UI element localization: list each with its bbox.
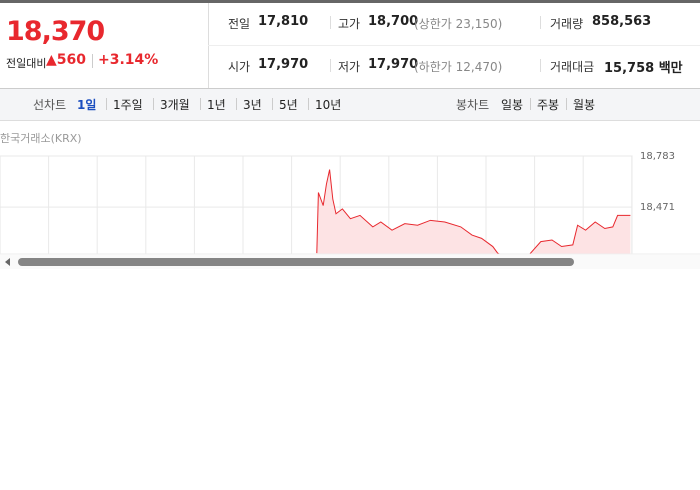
y-tick-label: 18,783 <box>640 151 675 162</box>
change-label: 전일대비 <box>6 57 47 70</box>
tab[interactable]: 3개월 <box>160 98 190 112</box>
stat-label: 고가 <box>338 17 361 31</box>
sep <box>530 98 531 110</box>
tab[interactable]: 5년 <box>279 98 298 112</box>
change-pct: +3.14% <box>98 52 159 68</box>
stat-value: 17,970 <box>368 57 419 72</box>
source: 한국거래소(KRX) <box>0 132 82 145</box>
tab[interactable]: 10년 <box>315 98 342 112</box>
stat-value: 17,810 <box>258 14 309 29</box>
stat-value: 15,758 백만 <box>604 61 683 76</box>
sep <box>308 98 309 110</box>
tab-label: 선차트 <box>33 98 67 112</box>
stat-value: 18,700 <box>368 14 419 29</box>
divider <box>330 16 331 29</box>
scroll-left[interactable] <box>5 258 10 266</box>
y-tick-label: 18,471 <box>640 202 675 213</box>
sep <box>200 98 201 110</box>
divider <box>540 59 541 72</box>
price: 18,370 <box>6 16 105 47</box>
stat-value: 17,970 <box>258 57 309 72</box>
tab[interactable]: 1주일 <box>113 98 143 112</box>
sep <box>92 54 93 68</box>
tab[interactable]: 일봉 <box>501 98 524 112</box>
tab-bar <box>0 88 700 121</box>
top-border <box>0 0 700 3</box>
sep <box>153 98 154 110</box>
tab[interactable]: 3년 <box>243 98 262 112</box>
stat-label: 거래량 <box>550 17 584 31</box>
tab-label: 봉차트 <box>456 98 490 112</box>
divider <box>208 45 700 46</box>
tab[interactable]: 주봉 <box>537 98 560 112</box>
stat-extra: (하한가 12,470) <box>414 60 503 74</box>
stat-label: 시가 <box>228 60 251 74</box>
stat-extra: (상한가 23,150) <box>414 17 503 31</box>
scroll-thumb[interactable] <box>18 258 574 266</box>
stat-label: 전일 <box>228 17 251 31</box>
sep <box>106 98 107 110</box>
line <box>316 169 631 254</box>
stat-value: 858,563 <box>592 14 652 29</box>
plot <box>0 155 633 254</box>
sep <box>236 98 237 110</box>
chart: 18,783 18,471 <box>0 151 700 266</box>
tab[interactable]: 1년 <box>207 98 226 112</box>
tab[interactable]: 월봉 <box>573 98 596 112</box>
stat-label: 거래대금 <box>550 60 595 74</box>
change-value: 560 <box>56 52 87 68</box>
stat-label: 저가 <box>338 60 361 74</box>
sep <box>566 98 567 110</box>
change: ▲560 <box>46 52 87 68</box>
area <box>316 169 631 254</box>
tab[interactable]: 1일 <box>77 98 97 112</box>
sep <box>272 98 273 110</box>
divider <box>540 16 541 29</box>
divider <box>330 59 331 72</box>
